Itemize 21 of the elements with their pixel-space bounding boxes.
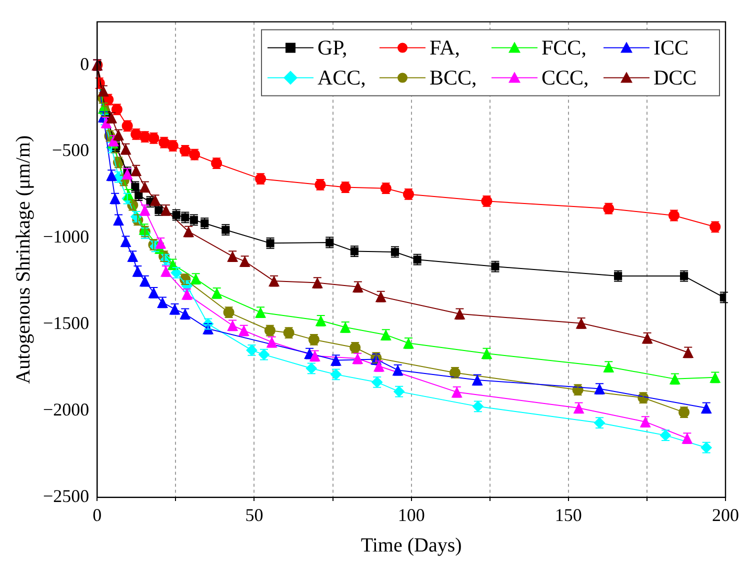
x-tick-label: 50 [245, 504, 264, 525]
y-tick-label: −1000 [42, 226, 90, 247]
x-tick-label: 100 [398, 504, 425, 525]
legend-label: DCC [654, 65, 697, 90]
x-tick-label: 0 [92, 504, 102, 525]
legend-label: FCC, [542, 35, 586, 60]
x-axis-title: Time (Days) [360, 534, 462, 556]
y-tick-label: −500 [52, 140, 90, 160]
x-tick-label: 150 [554, 504, 582, 525]
y-tick-label: 0 [80, 54, 90, 74]
legend-label: GP, [318, 35, 348, 60]
y-axis-title: Autogenous Shrinkage (μm/m) [12, 135, 34, 384]
legend-label: BCC, [430, 65, 477, 90]
legend-label: ACC, [318, 65, 366, 90]
y-tick-label: −2500 [42, 486, 90, 506]
legend-label: CCC, [542, 65, 589, 90]
legend-label: ICC [654, 35, 689, 60]
legend-label: FA, [430, 35, 460, 60]
y-tick-label: −2000 [42, 400, 90, 420]
y-tick-label: −1500 [42, 313, 90, 334]
x-tick-label: 200 [712, 504, 739, 525]
